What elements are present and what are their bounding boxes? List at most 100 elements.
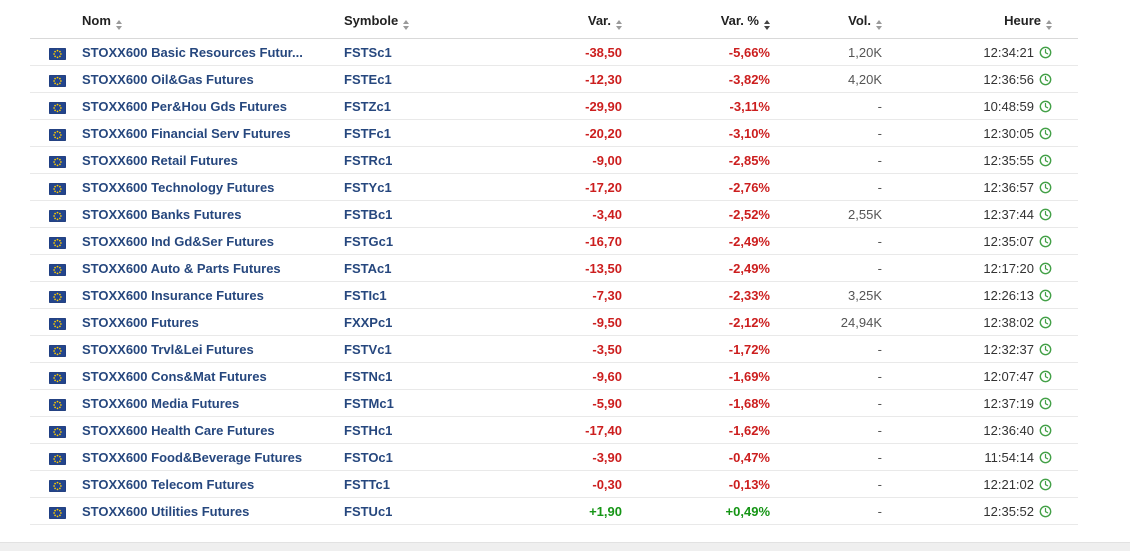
- time-value: 12:17:20: [983, 261, 1034, 276]
- var-pct-value: -1,68%: [728, 396, 770, 411]
- time-wrap: 12:07:47: [890, 369, 1052, 384]
- volume-value: -: [877, 369, 882, 384]
- symbol-cell: FSTTc1: [340, 470, 508, 498]
- instrument-name-link[interactable]: STOXX600 Telecom Futures: [82, 477, 255, 492]
- table-row[interactable]: STOXX600 Banks Futures FSTBc1 -3,40 -2,5…: [30, 200, 1078, 228]
- instrument-name-link[interactable]: STOXX600 Retail Futures: [82, 153, 238, 168]
- name-cell: STOXX600 Futures: [78, 308, 340, 336]
- var-cell: -9,50: [508, 308, 626, 336]
- clock-icon: [1039, 343, 1052, 356]
- instrument-name-link[interactable]: STOXX600 Basic Resources Futur...: [82, 45, 303, 60]
- vol-cell: -: [774, 146, 886, 174]
- name-cell: STOXX600 Per&Hou Gds Futures: [78, 92, 340, 120]
- table-row[interactable]: STOXX600 Retail Futures FSTRc1 -9,00 -2,…: [30, 146, 1078, 174]
- flag-cell: [30, 470, 78, 498]
- var-cell: -5,90: [508, 389, 626, 417]
- table-row[interactable]: STOXX600 Per&Hou Gds Futures FSTZc1 -29,…: [30, 92, 1078, 120]
- instrument-name-link[interactable]: STOXX600 Cons&Mat Futures: [82, 369, 267, 384]
- time-cell: 12:26:13: [886, 281, 1078, 309]
- instrument-name-link[interactable]: STOXX600 Technology Futures: [82, 180, 275, 195]
- table-row[interactable]: STOXX600 Futures FXXPc1 -9,50 -2,12% 24,…: [30, 308, 1078, 336]
- header-nom[interactable]: Nom: [78, 6, 340, 39]
- time-wrap: 12:32:37: [890, 342, 1052, 357]
- header-var[interactable]: Var.: [508, 6, 626, 39]
- table-row[interactable]: STOXX600 Trvl&Lei Futures FSTVc1 -3,50 -…: [30, 335, 1078, 363]
- instrument-name-link[interactable]: STOXX600 Per&Hou Gds Futures: [82, 99, 287, 114]
- var-value: -3,40: [592, 207, 622, 222]
- var-cell: -9,60: [508, 362, 626, 390]
- name-cell: STOXX600 Telecom Futures: [78, 470, 340, 498]
- time-wrap: 12:17:20: [890, 261, 1052, 276]
- table-row[interactable]: STOXX600 Food&Beverage Futures FSTOc1 -3…: [30, 443, 1078, 471]
- eu-flag-icon: [48, 452, 66, 465]
- table-row[interactable]: STOXX600 Oil&Gas Futures FSTEc1 -12,30 -…: [30, 65, 1078, 93]
- flag-cell: [30, 497, 78, 525]
- table-row[interactable]: STOXX600 Auto & Parts Futures FSTAc1 -13…: [30, 254, 1078, 282]
- clock-icon: [1039, 100, 1052, 113]
- name-cell: STOXX600 Utilities Futures: [78, 497, 340, 525]
- name-cell: STOXX600 Retail Futures: [78, 146, 340, 174]
- table-row[interactable]: STOXX600 Basic Resources Futur... FSTSc1…: [30, 38, 1078, 66]
- instrument-symbol: FSTNc1: [344, 369, 393, 384]
- instrument-name-link[interactable]: STOXX600 Ind Gd&Ser Futures: [82, 234, 274, 249]
- var-pct-value: -2,49%: [728, 261, 770, 276]
- table-row[interactable]: STOXX600 Ind Gd&Ser Futures FSTGc1 -16,7…: [30, 227, 1078, 255]
- instrument-symbol: FSTFc1: [344, 126, 391, 141]
- instrument-name-link[interactable]: STOXX600 Utilities Futures: [82, 504, 250, 519]
- var-pct-value: -2,12%: [728, 315, 770, 330]
- instrument-name-link[interactable]: STOXX600 Health Care Futures: [82, 423, 275, 438]
- table-row[interactable]: STOXX600 Telecom Futures FSTTc1 -0,30 -0…: [30, 470, 1078, 498]
- table-row[interactable]: STOXX600 Financial Serv Futures FSTFc1 -…: [30, 119, 1078, 147]
- name-cell: STOXX600 Food&Beverage Futures: [78, 443, 340, 471]
- flag-cell: [30, 254, 78, 282]
- header-var-pct[interactable]: Var. %: [626, 6, 774, 39]
- instrument-name-link[interactable]: STOXX600 Auto & Parts Futures: [82, 261, 281, 276]
- instrument-name-link[interactable]: STOXX600 Food&Beverage Futures: [82, 450, 303, 465]
- time-wrap: 11:54:14: [890, 450, 1052, 465]
- clock-icon: [1039, 289, 1052, 302]
- instrument-symbol: FSTYc1: [344, 180, 392, 195]
- var-pct-cell: -0,13%: [626, 470, 774, 498]
- instrument-name-link[interactable]: STOXX600 Oil&Gas Futures: [82, 72, 254, 87]
- header-vol[interactable]: Vol.: [774, 6, 886, 39]
- time-cell: 12:35:52: [886, 497, 1078, 525]
- instrument-symbol: FSTTc1: [344, 477, 390, 492]
- table-row[interactable]: STOXX600 Technology Futures FSTYc1 -17,2…: [30, 173, 1078, 201]
- table-row[interactable]: STOXX600 Health Care Futures FSTHc1 -17,…: [30, 416, 1078, 444]
- flag-cell: [30, 281, 78, 309]
- instrument-name-link[interactable]: STOXX600 Media Futures: [82, 396, 240, 411]
- instrument-symbol: FSTIc1: [344, 288, 387, 303]
- table-row[interactable]: STOXX600 Cons&Mat Futures FSTNc1 -9,60 -…: [30, 362, 1078, 390]
- clock-icon: [1039, 235, 1052, 248]
- instrument-name-link[interactable]: STOXX600 Banks Futures: [82, 207, 242, 222]
- time-wrap: 12:37:44: [890, 207, 1052, 222]
- sort-icon: [764, 20, 770, 30]
- table-row[interactable]: STOXX600 Utilities Futures FSTUc1 +1,90 …: [30, 497, 1078, 525]
- eu-flag-icon: [48, 317, 66, 330]
- instrument-symbol: FSTMc1: [344, 396, 394, 411]
- var-cell: -3,90: [508, 443, 626, 471]
- volume-value: -: [877, 126, 882, 141]
- var-pct-value: +0,49%: [725, 504, 770, 519]
- time-wrap: 12:26:13: [890, 288, 1052, 303]
- table-row[interactable]: STOXX600 Media Futures FSTMc1 -5,90 -1,6…: [30, 389, 1078, 417]
- header-symbole[interactable]: Symbole: [340, 6, 508, 39]
- var-pct-value: -1,72%: [728, 342, 770, 357]
- vol-cell: -: [774, 389, 886, 417]
- vol-cell: -: [774, 416, 886, 444]
- var-cell: -17,20: [508, 173, 626, 201]
- header-vol-label: Vol.: [848, 13, 871, 28]
- eu-flag-icon: [48, 74, 66, 87]
- instrument-name-link[interactable]: STOXX600 Trvl&Lei Futures: [82, 342, 254, 357]
- instrument-name-link[interactable]: STOXX600 Financial Serv Futures: [82, 126, 291, 141]
- time-wrap: 12:36:56: [890, 72, 1052, 87]
- eu-flag-icon: [48, 371, 66, 384]
- var-cell: -17,40: [508, 416, 626, 444]
- table-row[interactable]: STOXX600 Insurance Futures FSTIc1 -7,30 …: [30, 281, 1078, 309]
- sort-icon: [616, 20, 622, 30]
- instrument-name-link[interactable]: STOXX600 Insurance Futures: [82, 288, 264, 303]
- var-value: +1,90: [589, 504, 622, 519]
- time-wrap: 12:36:40: [890, 423, 1052, 438]
- header-heure[interactable]: Heure: [886, 6, 1078, 39]
- instrument-name-link[interactable]: STOXX600 Futures: [82, 315, 199, 330]
